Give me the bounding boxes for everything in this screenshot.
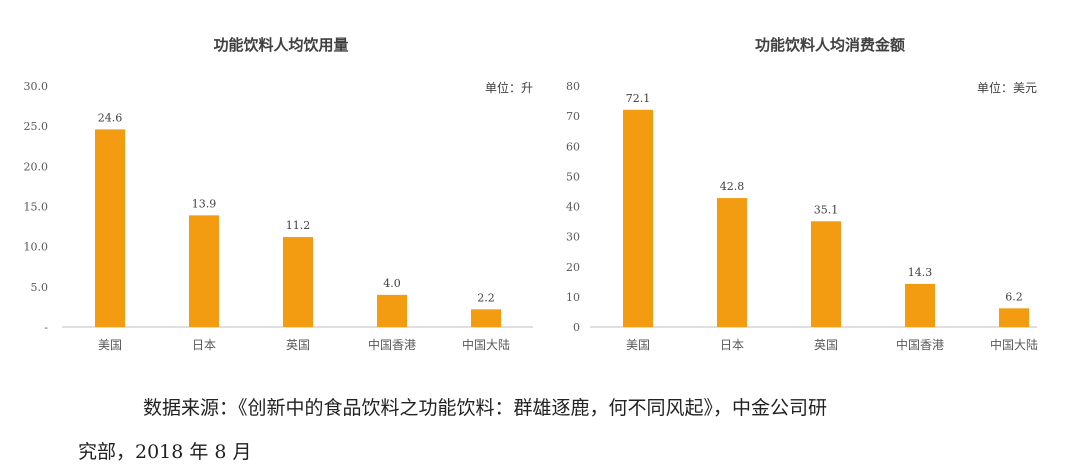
y-tick-label: 20.0 [24,160,49,173]
bar [283,237,313,327]
category-label: 英国 [814,338,838,352]
y-tick-label: 60 [566,140,580,153]
y-tick-label: 30 [566,231,580,244]
source-note: 数据来源：《创新中的食品饮料之功能饮料：群雄逐鹿，何不同风起》，中金公司研 究部… [0,386,1080,474]
data-label: 14.3 [908,266,933,279]
y-tick-label: 30.0 [24,80,49,93]
category-label: 日本 [720,338,744,352]
bar [999,308,1029,327]
category-label: 美国 [626,338,650,352]
y-tick-label: 20 [566,261,580,274]
bar [95,129,125,327]
data-label: 42.8 [720,180,745,193]
y-tick-label: 10 [566,291,580,304]
y-tick-label: 40 [566,201,580,214]
category-label: 中国香港 [896,337,944,352]
category-label: 日本 [192,338,216,352]
bar [811,221,841,327]
y-tick-label: - [44,321,48,334]
bar [189,215,219,327]
y-tick-label: 10.0 [24,241,49,254]
data-label: 13.9 [192,197,217,210]
unit-label: 单位：美元 [977,80,1037,95]
data-label: 11.2 [286,219,311,232]
data-label: 4.0 [383,277,401,290]
unit-label: 单位：升 [485,80,533,95]
bar [623,109,653,327]
y-tick-label: 50 [566,170,580,183]
category-label: 中国大陆 [990,337,1038,352]
category-label: 美国 [98,338,122,352]
y-tick-label: 5.0 [31,281,49,294]
data-label: 6.2 [1005,290,1023,303]
bar [377,294,407,327]
data-label: 2.2 [477,291,495,304]
chart-title: 功能饮料人均消费金额 [755,36,905,54]
y-tick-label: 80 [566,80,580,93]
data-label: 35.1 [814,203,839,216]
chart-title: 功能饮料人均饮用量 [213,36,348,54]
category-label: 中国香港 [368,337,416,352]
y-tick-label: 0 [573,321,580,334]
y-tick-label: 15.0 [24,201,49,214]
bar [471,309,501,327]
source-line-2: 究部，2018 年 8 月 [78,441,252,463]
source-line-1: 数据来源：《创新中的食品饮料之功能饮料：群雄逐鹿，何不同风起》，中金公司研 [143,397,828,419]
category-label: 英国 [286,338,310,352]
y-tick-label: 25.0 [24,120,49,133]
bar [717,198,747,327]
data-label: 72.1 [626,92,651,105]
bar [905,283,935,327]
data-label: 24.6 [98,111,123,124]
category-label: 中国大陆 [462,337,510,352]
y-tick-label: 70 [566,110,580,123]
